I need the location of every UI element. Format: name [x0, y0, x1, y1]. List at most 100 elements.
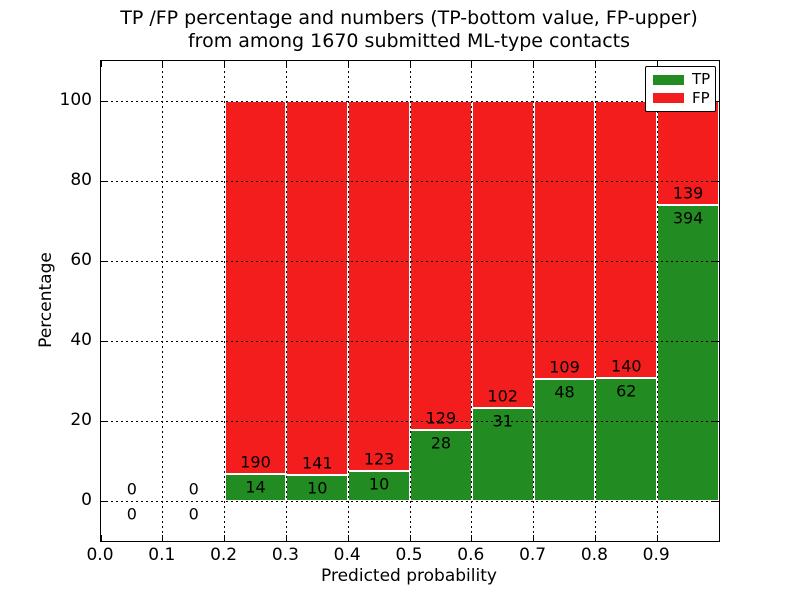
- y-tickmark: [101, 260, 107, 262]
- gridline-vertical: [162, 61, 164, 541]
- x-tickmark-top: [594, 61, 596, 67]
- fp-count-label: 102: [487, 386, 518, 406]
- fp-count-label: 140: [611, 356, 642, 376]
- gridline-vertical: [594, 61, 596, 541]
- x-tick-label: 0.5: [395, 545, 423, 565]
- y-tick-label: 100: [59, 90, 92, 110]
- y-tickmark-right: [713, 180, 719, 182]
- y-tickmark-right: [713, 420, 719, 422]
- gridline-vertical: [409, 61, 411, 541]
- y-tickmark: [101, 420, 107, 422]
- tp-count-label: 10: [368, 474, 390, 494]
- x-tickmark-top: [533, 61, 535, 67]
- x-tickmark-top: [100, 61, 102, 67]
- bar-segment-fp: [286, 101, 349, 475]
- tp-count-label: 0: [126, 504, 137, 524]
- tp-count-label: 28: [430, 433, 452, 453]
- x-tick-label: 0.0: [86, 545, 114, 565]
- fp-count-label: 123: [363, 449, 395, 469]
- x-tickmark: [718, 535, 720, 541]
- x-tickmark: [409, 535, 411, 541]
- gridline-horizontal: [101, 260, 719, 262]
- bar-segment-tp: [533, 378, 596, 501]
- y-tickmark-right: [713, 100, 719, 102]
- plot-area: 0 0 0 0 190 14 141 10 123 10 129 28 102 31 109 48 140 62 1…: [100, 60, 720, 542]
- bar-segment-tp: [657, 205, 719, 501]
- tp-count-label: 14: [245, 477, 266, 497]
- x-tickmark: [162, 535, 164, 541]
- x-tickmark: [594, 535, 596, 541]
- bar-segment-fp: [410, 101, 472, 430]
- x-tickmark-top: [224, 61, 226, 67]
- chart-title-line1: TP /FP percentage and numbers (TP-bottom…: [120, 7, 698, 29]
- gridline-horizontal: [101, 180, 719, 182]
- y-tickmark: [101, 500, 107, 502]
- y-tick-label: 80: [70, 170, 92, 190]
- gridline-vertical: [224, 61, 226, 541]
- y-tickmark-right: [713, 260, 719, 262]
- gridline-vertical: [285, 61, 287, 541]
- legend: TP FP: [645, 66, 716, 112]
- fp-count-label: 0: [126, 479, 137, 499]
- chart-title: TP /FP percentage and numbers (TP-bottom…: [100, 7, 718, 52]
- y-tick-label: 0: [81, 490, 92, 510]
- chart-title-line2: from among 1670 submitted ML-type contac…: [187, 29, 631, 52]
- x-tickmark: [471, 535, 473, 541]
- tp-count-label: 62: [616, 381, 637, 401]
- fp-count-label: 109: [549, 357, 580, 377]
- y-tickmark-right: [713, 340, 719, 342]
- gridline-vertical: [656, 61, 658, 541]
- fp-count-label: 139: [672, 183, 704, 203]
- bar-segment-fp: [533, 101, 596, 379]
- gridline-vertical: [471, 61, 473, 541]
- y-tickmark: [101, 340, 107, 342]
- gridline-vertical: [533, 61, 535, 541]
- gridline-horizontal: [101, 100, 719, 102]
- tp-count-label: 10: [307, 478, 328, 497]
- gridline-vertical: [347, 61, 349, 541]
- x-tickmark-top: [718, 61, 720, 67]
- x-tick-label: 0.6: [457, 545, 485, 565]
- y-tickmark: [101, 180, 107, 182]
- fp-color-swatch: [653, 93, 684, 104]
- y-tick-label: 20: [70, 410, 92, 430]
- legend-entry-fp: FP: [653, 88, 710, 107]
- bar-segment-fp: [348, 101, 410, 471]
- x-tickmark-top: [471, 61, 473, 67]
- y-tickmark: [101, 100, 107, 102]
- x-tick-label: 0.4: [333, 545, 361, 565]
- x-tickmark-top: [409, 61, 411, 67]
- bar-segment-tp: [224, 473, 287, 501]
- fp-count-label: 129: [425, 408, 457, 428]
- x-tickmark: [656, 535, 658, 541]
- tp-color-swatch: [653, 74, 684, 85]
- x-tick-label: 0.1: [148, 545, 176, 565]
- x-tickmark: [347, 535, 349, 541]
- bar-segment-tp: [286, 474, 349, 501]
- fp-count-label: 190: [240, 452, 271, 472]
- x-axis-label: Predicted probability: [321, 566, 497, 586]
- x-tick-label: 0.7: [519, 545, 547, 565]
- y-tick-label: 40: [70, 330, 92, 350]
- x-tick-label: 0.3: [271, 545, 299, 565]
- gridline-horizontal: [101, 420, 719, 422]
- legend-entry-tp: TP: [653, 72, 710, 87]
- x-tick-label: 0.8: [580, 545, 608, 565]
- y-tickmark-right: [713, 500, 719, 502]
- x-tickmark-top: [347, 61, 349, 67]
- fp-count-label: 0: [188, 479, 199, 499]
- fp-count-label: 141: [302, 453, 333, 472]
- x-tickmark: [100, 535, 102, 541]
- x-tick-label: 0.2: [210, 545, 238, 565]
- legend-label-fp: FP: [692, 88, 710, 107]
- y-axis-label: Percentage: [36, 252, 56, 348]
- x-tickmark: [285, 535, 287, 541]
- y-tick-label: 60: [70, 250, 92, 270]
- gridline-horizontal: [101, 500, 719, 502]
- tp-count-label: 394: [672, 208, 704, 228]
- x-tickmark: [533, 535, 535, 541]
- bar-segment-fp: [595, 101, 658, 379]
- x-tickmark: [224, 535, 226, 541]
- x-tickmark-top: [285, 61, 287, 67]
- tp-count-label: 48: [554, 382, 575, 402]
